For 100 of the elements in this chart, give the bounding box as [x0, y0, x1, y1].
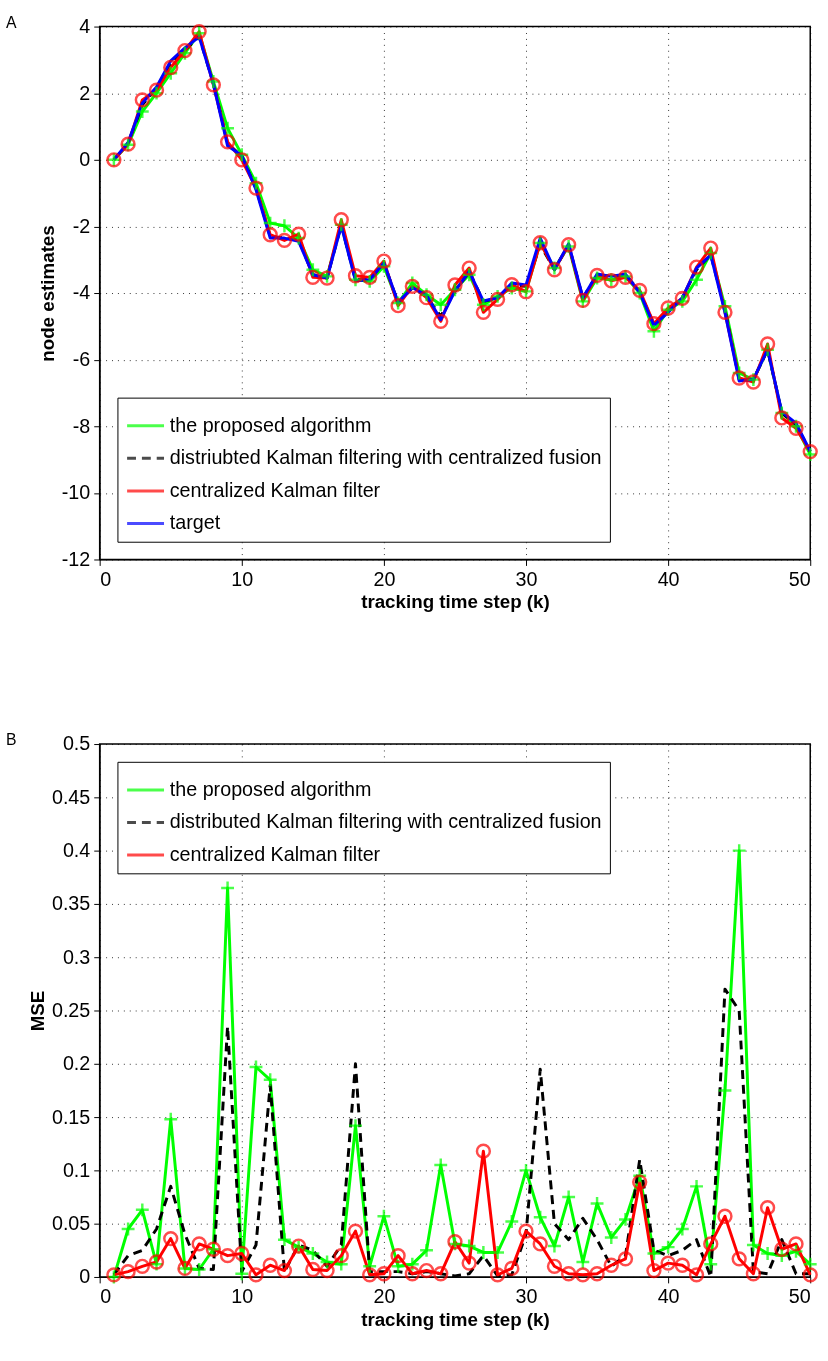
point — [404, 278, 420, 295]
x-axis-title: tracking time step (k) — [361, 1308, 550, 1330]
point — [305, 262, 321, 278]
point — [475, 304, 492, 321]
point — [504, 1213, 520, 1230]
point — [362, 1267, 378, 1283]
point — [248, 1059, 264, 1075]
point — [219, 134, 236, 150]
point — [731, 370, 747, 386]
point — [376, 253, 392, 269]
point — [447, 277, 463, 293]
y-tick-label: 0 — [79, 1265, 91, 1288]
point — [788, 1236, 804, 1252]
point — [120, 1263, 136, 1280]
point — [731, 842, 747, 859]
point — [632, 1174, 648, 1190]
point — [305, 1245, 321, 1262]
point — [234, 147, 250, 163]
point — [305, 269, 321, 286]
point — [504, 1260, 520, 1277]
point — [759, 336, 776, 352]
point — [234, 152, 250, 168]
y-tick-label: -6 — [72, 348, 91, 371]
point — [347, 272, 364, 288]
y-tick-label: -12 — [61, 547, 91, 570]
point — [589, 1266, 605, 1282]
point — [560, 1189, 577, 1205]
y-axis-title: MSE — [26, 990, 48, 1032]
y-tick-label: 4 — [79, 14, 91, 37]
point — [163, 59, 179, 76]
point — [532, 1209, 548, 1225]
point — [347, 268, 364, 284]
point — [774, 410, 790, 426]
x-tick-label: 10 — [231, 1285, 254, 1308]
point — [418, 1262, 435, 1279]
legend-label: distriubted Kalman filtering with centralized fusion — [169, 446, 602, 469]
y-tick-label: 0.3 — [62, 945, 91, 968]
point — [461, 1238, 477, 1254]
point — [617, 1211, 634, 1228]
x-tick-label: 0 — [100, 1285, 112, 1308]
point — [276, 218, 293, 234]
point — [319, 1254, 335, 1270]
y-tick-label: 0 — [79, 148, 91, 171]
point — [390, 1247, 406, 1264]
point — [333, 212, 349, 228]
point — [134, 1258, 150, 1274]
point — [688, 272, 705, 288]
point — [262, 227, 278, 243]
point — [731, 365, 747, 381]
point — [433, 297, 449, 313]
point — [191, 1236, 207, 1252]
point — [461, 1255, 477, 1271]
point — [703, 240, 719, 256]
point — [774, 405, 790, 421]
point — [319, 1262, 335, 1279]
y-tick-label: 0.5 — [62, 732, 91, 755]
y-tick-label: 0.05 — [51, 1212, 91, 1235]
legend-label: centralized Kalman filter — [169, 842, 381, 865]
point — [489, 1267, 506, 1283]
y-tick-label: 0.45 — [51, 785, 91, 808]
point — [191, 1261, 207, 1278]
x-tick-label: 20 — [373, 567, 396, 590]
point — [546, 1258, 563, 1274]
point — [475, 297, 492, 313]
x-tick-label: 10 — [231, 567, 254, 590]
point — [632, 1168, 648, 1184]
point — [688, 1267, 705, 1283]
y-tick-label: -8 — [72, 414, 91, 437]
y-tick-label: -10 — [61, 481, 91, 504]
point — [717, 298, 733, 315]
point — [163, 65, 179, 81]
y-tick-label: 2 — [79, 81, 91, 104]
y-tick-label: 0.2 — [62, 1052, 91, 1075]
point — [646, 1245, 662, 1262]
point — [163, 1230, 179, 1247]
point — [461, 260, 477, 276]
point — [120, 1221, 136, 1237]
point — [447, 282, 463, 298]
point — [802, 1267, 818, 1283]
point — [660, 1255, 676, 1271]
point — [219, 1247, 236, 1264]
point — [759, 341, 776, 358]
point — [134, 92, 150, 108]
point — [589, 1195, 605, 1212]
text: B — [5, 731, 17, 749]
text: A — [5, 13, 17, 31]
point — [674, 1257, 691, 1273]
point — [703, 1256, 719, 1272]
x-tick-label: 0 — [100, 567, 112, 590]
point — [674, 1221, 691, 1237]
point — [205, 77, 222, 93]
point — [404, 1256, 420, 1272]
point — [362, 273, 378, 290]
point — [745, 1237, 762, 1253]
point — [475, 1143, 492, 1159]
point — [276, 1262, 293, 1279]
point — [717, 1208, 733, 1224]
y-tick-label: 0.1 — [62, 1158, 91, 1181]
point — [376, 258, 392, 275]
point — [617, 1251, 634, 1267]
